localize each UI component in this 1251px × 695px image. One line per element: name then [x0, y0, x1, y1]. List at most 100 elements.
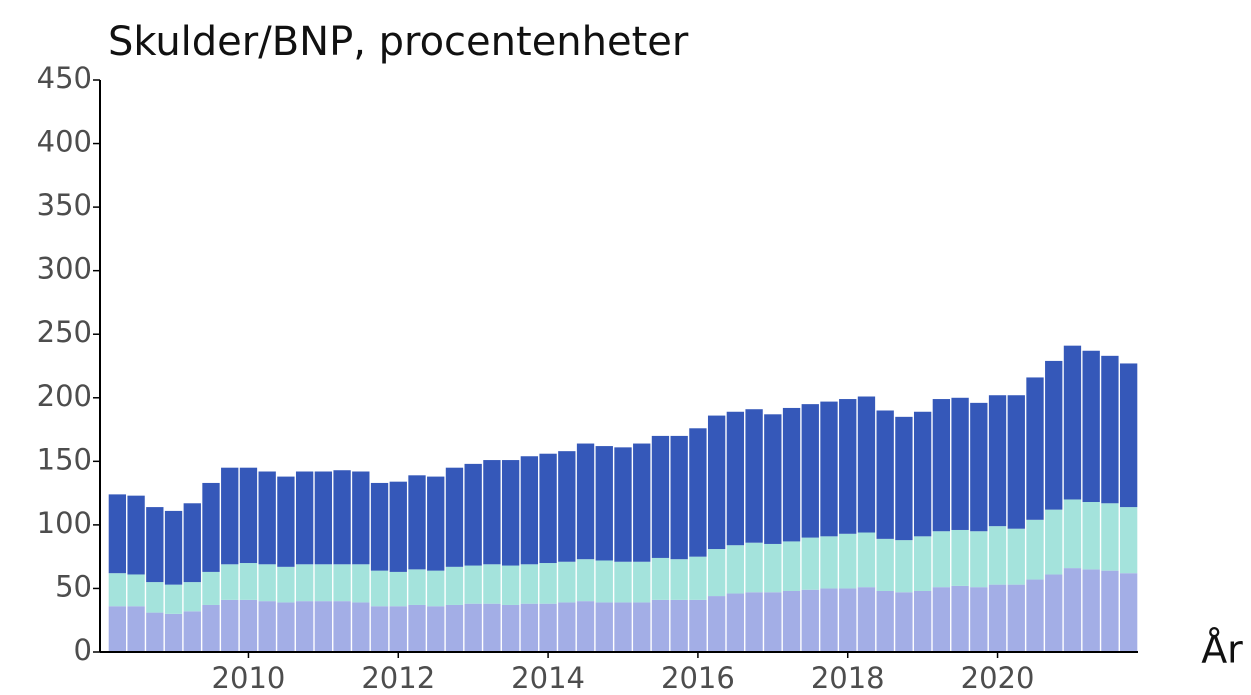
bar-segment [464, 463, 482, 566]
bar-segment [726, 545, 745, 594]
bar-segment [539, 453, 557, 564]
bar-segment [801, 589, 819, 652]
bar-segment [1119, 507, 1138, 574]
bar-segment [295, 471, 314, 565]
bar-segment [108, 494, 127, 574]
bar-segment [670, 559, 688, 600]
bar-segment [689, 428, 707, 557]
bar-segment [745, 542, 763, 593]
bar-segment [239, 599, 258, 652]
bar-segment [221, 564, 239, 600]
bar-segment [520, 564, 539, 604]
bar-segment [1026, 377, 1044, 520]
x-tick-label: 2016 [661, 661, 735, 695]
bar-segment [501, 565, 520, 605]
bar-segment [876, 538, 894, 591]
bar-segment [857, 396, 876, 533]
bar-segment [221, 599, 239, 652]
bar-segment [670, 599, 688, 652]
bar-segment [202, 482, 220, 572]
bar-segment [239, 563, 258, 600]
bar-segment [427, 570, 445, 607]
bar-segment [857, 532, 876, 588]
bar-segment [1026, 519, 1044, 580]
bar-segment [1045, 509, 1063, 575]
bar-segment [464, 603, 482, 652]
bar-segment [1082, 569, 1100, 652]
bar-segment [183, 582, 201, 612]
bar-segment [146, 612, 164, 652]
bar-segment [895, 416, 913, 541]
bar-segment [988, 584, 1007, 652]
bar-segment [614, 561, 632, 603]
bar-segment [895, 540, 913, 593]
bar-segment [913, 411, 932, 537]
bar-segment [333, 564, 351, 602]
bar-segment [277, 476, 295, 567]
bar-segment [108, 573, 127, 607]
bar-segment [932, 399, 951, 532]
bar-segment [707, 596, 726, 652]
bar-segment [988, 395, 1007, 527]
bar-segment [370, 482, 389, 571]
bar-segment [408, 604, 426, 652]
bar-segment [1063, 568, 1082, 652]
bar-segment [576, 559, 595, 602]
bar-segment [427, 476, 445, 571]
bar-segment [764, 592, 782, 652]
bar-segment [857, 587, 876, 652]
bar-segment [1026, 579, 1044, 652]
bar-segment [576, 443, 595, 560]
y-tick-label: 150 [37, 442, 92, 476]
y-tick-label: 50 [55, 569, 92, 603]
bar-segment [558, 451, 576, 562]
bar-segment [595, 446, 613, 561]
bar-segment [183, 611, 201, 652]
bar-segment [576, 601, 595, 652]
bar-segment [651, 599, 670, 652]
bar-segment [164, 510, 183, 585]
bar-segment [389, 481, 407, 572]
bar-segment [876, 410, 894, 539]
bar-segment [782, 407, 801, 542]
bar-segment [483, 460, 501, 565]
bar-segment [1045, 360, 1063, 510]
bar-segment [801, 537, 819, 590]
bar-segment [258, 601, 276, 652]
bar-segment [820, 401, 838, 537]
bar-segment [445, 467, 464, 567]
bar-segment [445, 604, 464, 652]
bar-segment [295, 564, 314, 602]
bar-segment [501, 604, 520, 652]
bar-segment [951, 397, 969, 530]
y-tick-label: 250 [37, 315, 92, 349]
bar-segment [707, 549, 726, 597]
bar-segment [932, 531, 951, 588]
bar-segment [483, 564, 501, 604]
bar-segment [277, 602, 295, 652]
bar-segment [146, 582, 164, 613]
bar-segment [183, 503, 201, 583]
bar-segment [670, 435, 688, 560]
bar-segment [633, 602, 651, 652]
bar-segment [839, 399, 857, 534]
bar-segment [258, 471, 276, 565]
bar-segment [352, 471, 370, 565]
bar-segment [876, 590, 894, 652]
x-axis-label: År [1201, 628, 1243, 672]
bar-segment [1063, 499, 1082, 569]
bar-segment [951, 585, 969, 652]
bar-segment [558, 561, 576, 603]
bar-segment [164, 613, 183, 652]
bar-segment [633, 443, 651, 562]
bar-segment [1101, 503, 1119, 571]
bar-segment [1119, 573, 1138, 652]
bar-segment [745, 592, 763, 652]
bar-segment [202, 571, 220, 605]
bar-segment [689, 556, 707, 600]
bar-segment [520, 456, 539, 565]
bar-segment [839, 588, 857, 652]
bar-segment [707, 415, 726, 550]
bar-segment [558, 602, 576, 652]
